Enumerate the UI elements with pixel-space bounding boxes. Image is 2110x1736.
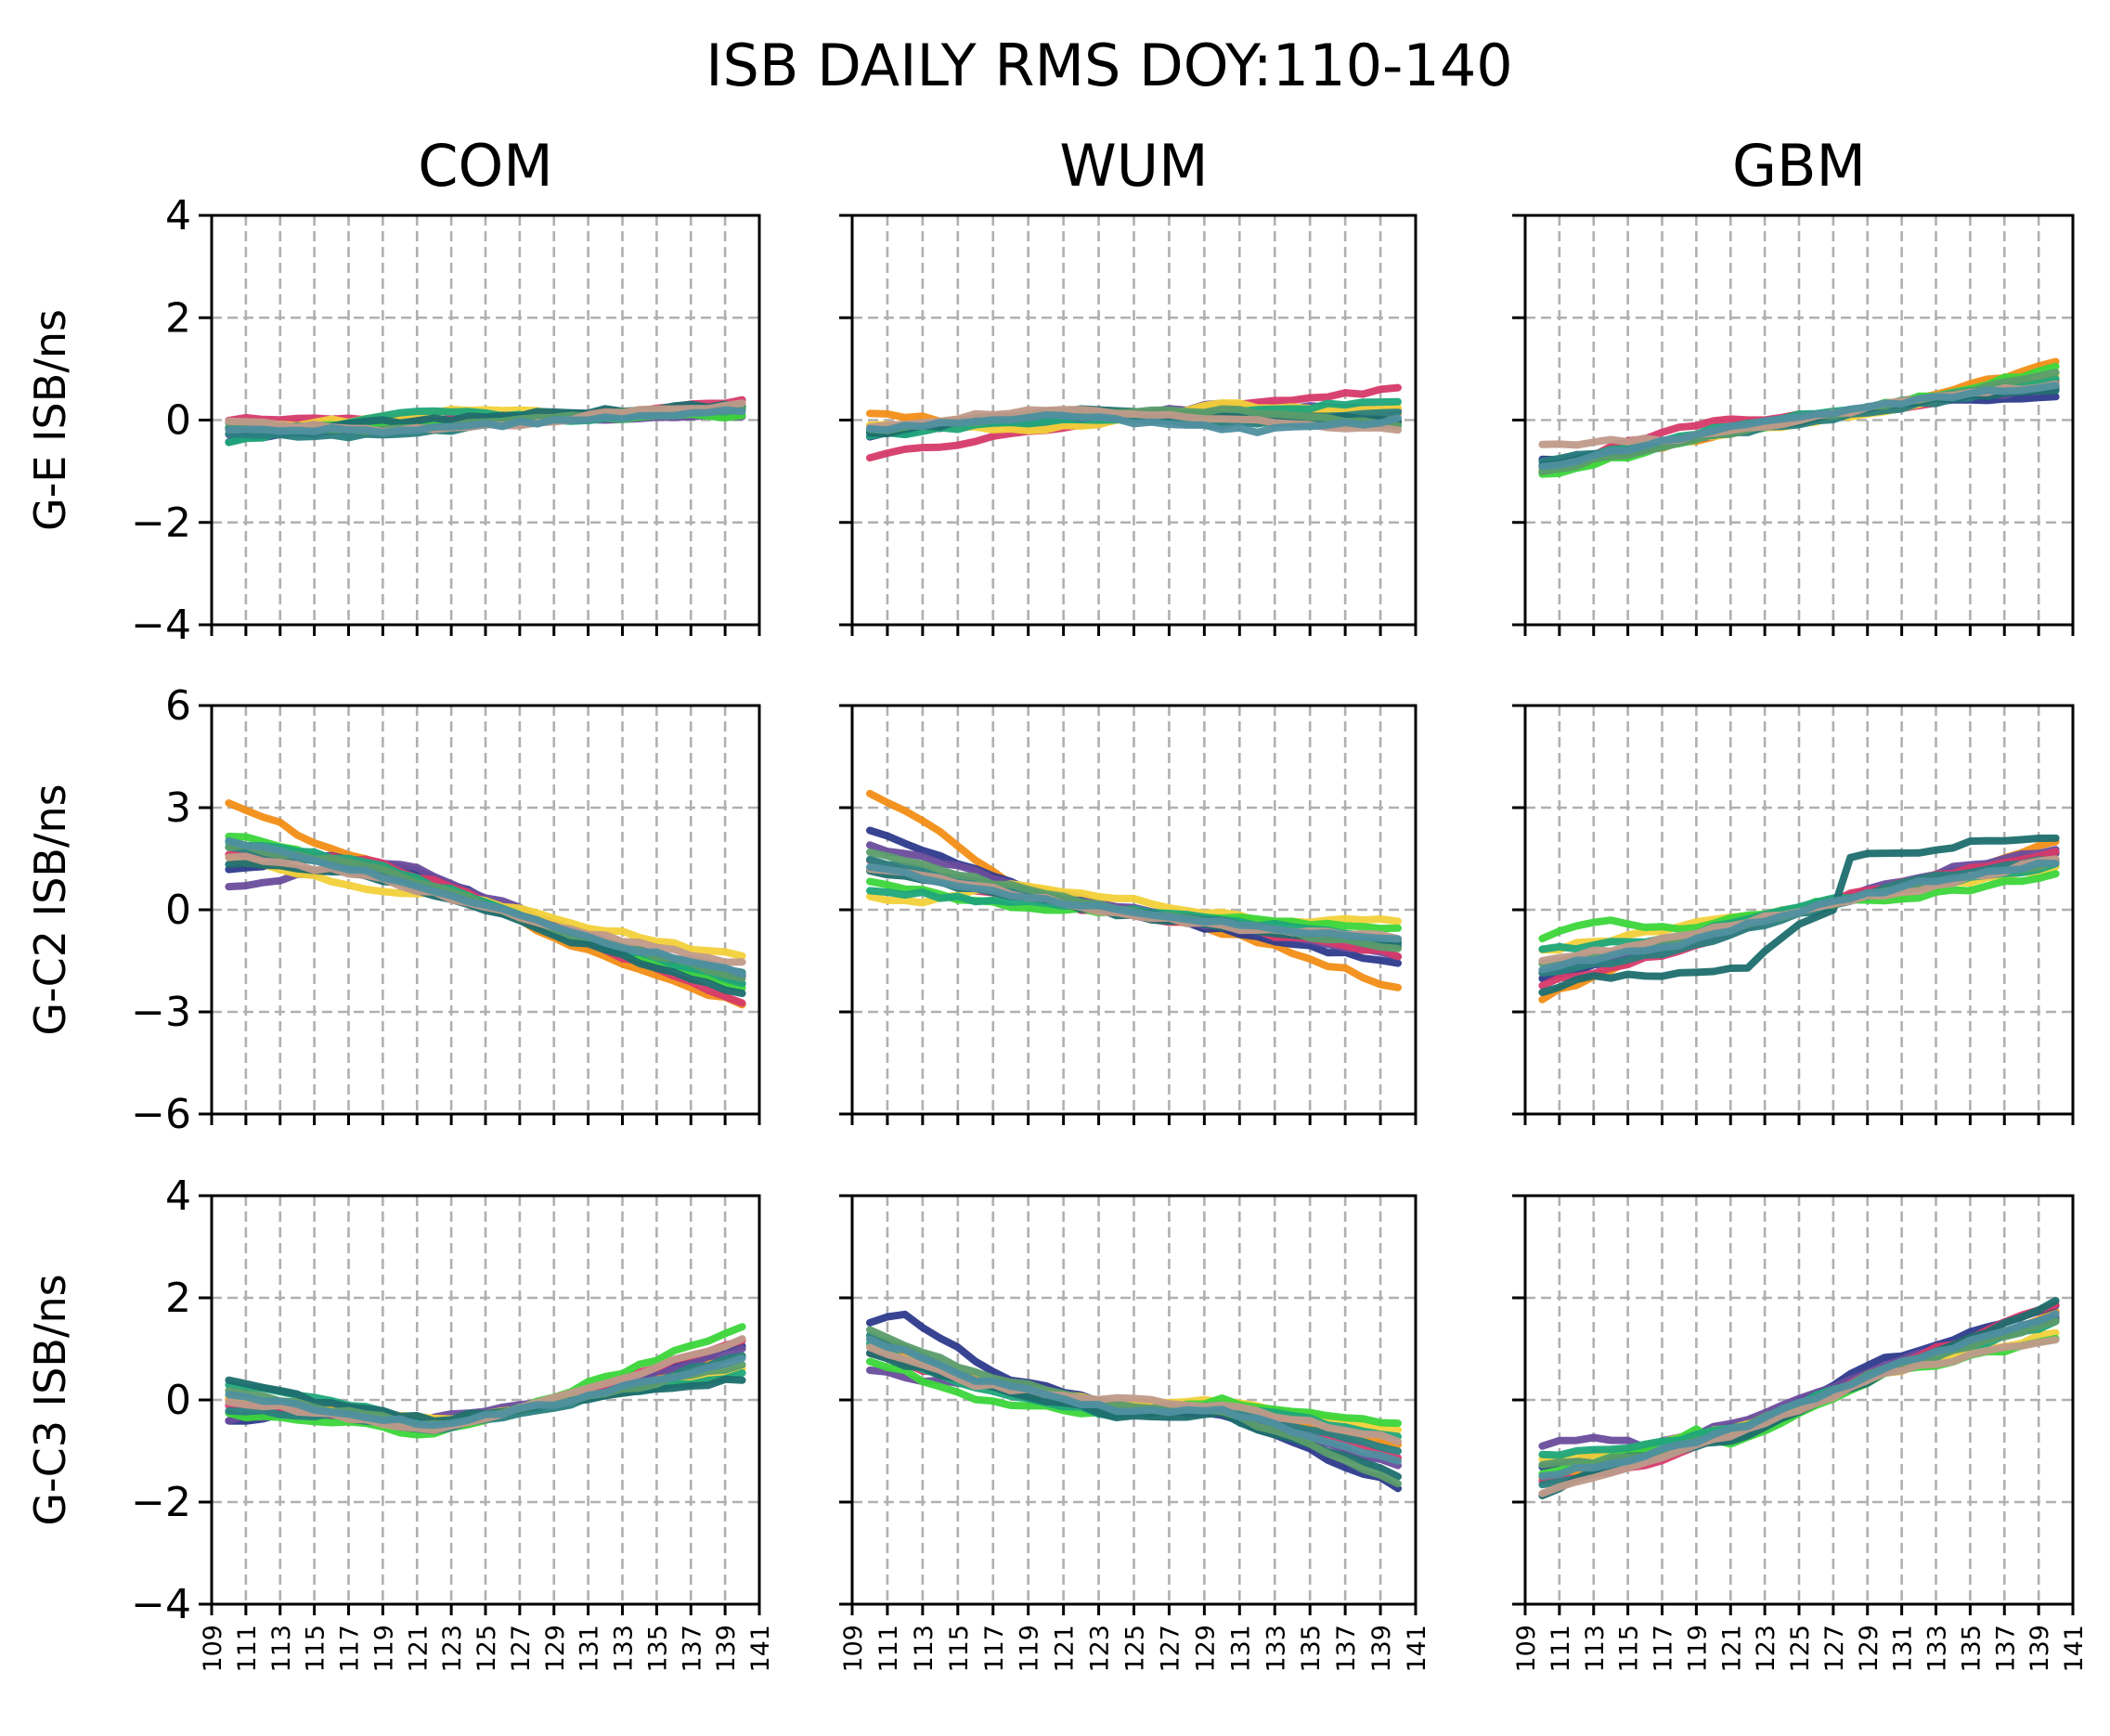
row-ylabel-3: G-C3 ISB/ns [25,1274,75,1525]
x-tick-label: 137 [678,1625,706,1673]
x-tick-label: 135 [1957,1625,1986,1673]
x-tick-label: 135 [1297,1625,1326,1673]
y-tick-label: 4 [165,192,191,240]
panel-com-row1: 4 2 0 −2 −4 [131,192,761,649]
x-tick-label: 141 [1403,1625,1431,1673]
x-tick-label: 131 [576,1625,604,1673]
x-tick-label: 123 [438,1625,467,1673]
x-tick-label: 123 [1752,1625,1780,1673]
x-tick-label: 111 [233,1625,262,1673]
x-tick-label: 117 [336,1625,365,1673]
panel-com-row3: 4 2 0 −2 −4 109 111 113 115 117 119 121 123 125 127 129… [131,1172,775,1673]
x-tick-label: 111 [1547,1625,1575,1673]
x-tick-label: 125 [1786,1625,1815,1673]
series-line-com-r2-s12 [225,836,746,978]
x-tick-label: 139 [1367,1625,1396,1673]
x-tick-label: 117 [1650,1625,1678,1673]
x-tick-label: 133 [1923,1625,1952,1673]
x-tick-label: 127 [1820,1625,1849,1673]
x-tick-label: 109 [199,1625,227,1673]
series-line-wum-r3-s11 [866,1343,1402,1445]
series-line-wum-r3-s10 [866,1326,1402,1488]
series-line-gbm-r2-s9 [1538,834,2060,996]
x-tick-label: 141 [746,1625,775,1673]
panel-gbm-row2 [1512,704,2075,1125]
y-tick-label: −4 [131,1581,191,1628]
x-tick-label: 137 [1332,1625,1361,1673]
x-tick-label: 113 [267,1625,296,1673]
y-tick-label: 0 [165,1377,191,1424]
x-tick-label: 139 [2026,1625,2054,1673]
y-tick-label: −3 [131,989,191,1036]
x-tick-label: 109 [839,1625,868,1673]
series-line-wum-r3-s12 [866,1335,1402,1465]
x-tick-label: 141 [2060,1625,2089,1673]
row-ylabel-1: G-E ISB/ns [25,309,75,531]
y-tick-label: −6 [131,1091,191,1138]
x-tick-label: 119 [1016,1625,1044,1673]
series-line-com-r1-s12 [225,406,746,436]
x-tick-label: 129 [541,1625,570,1673]
series-line-gbm-r2-s12 [1538,859,2060,974]
panel-gbm-row1 [1512,214,2075,636]
y-tick-label: 0 [165,397,191,445]
x-tick-label: 137 [1991,1625,2020,1673]
y-tick-label: −2 [131,1479,191,1526]
x-tick-label: 115 [302,1625,330,1673]
column-title-com: COM [418,132,553,200]
y-tick-label: −2 [131,499,191,547]
y-tick-label: 6 [165,682,191,730]
figure-title: ISB DAILY RMS DOY:110-140 [705,32,1512,99]
panel-wum-row2 [839,704,1417,1125]
series-line-gbm-r3-s12 [1538,1310,2060,1481]
x-tick-label: 123 [1086,1625,1115,1673]
x-tick-label: 121 [404,1625,433,1673]
x-tick-label: 127 [507,1625,536,1673]
y-tick-label: −4 [131,602,191,649]
x-tick-label: 111 [874,1625,903,1673]
x-tick-label: 133 [610,1625,639,1673]
series-line-gbm-r1-s12 [1538,382,2060,471]
x-tick-label: 129 [1855,1625,1883,1673]
x-tick-label: 125 [1121,1625,1150,1673]
panel-gbm-row3: 109 111 113 115 117 119 121 123 125 127 129 131 133 1… [1512,1194,2089,1673]
series-line-wum-r1-s12 [866,410,1402,436]
x-tick-label: 121 [1717,1625,1746,1673]
y-tick-label: 2 [165,294,191,342]
x-tick-label: 119 [369,1625,398,1673]
series-line-com-r3-s12 [225,1354,746,1430]
x-tick-label: 133 [1262,1625,1290,1673]
panel-wum-row3: 109 111 113 115 117 119 121 123 125 127 129 131 133 1… [839,1194,1431,1673]
x-tick-label: 117 [980,1625,1009,1673]
x-tick-label: 131 [1889,1625,1918,1673]
panel-grid: COM WUM GBM G-E ISB/ns G-C2 ISB/ns G-C3 ISB/n… [25,132,2089,1673]
column-title-wum: WUM [1059,132,1208,200]
x-tick-label: 131 [1226,1625,1255,1673]
x-tick-label: 115 [945,1625,974,1673]
y-tick-label: 2 [165,1275,191,1322]
x-tick-label: 113 [1581,1625,1610,1673]
x-tick-label: 129 [1191,1625,1220,1673]
series-line-gbm-r3-s11 [1538,1336,2060,1497]
y-tick-label: 4 [165,1172,191,1220]
series-line-wum-r2-s12 [866,862,1402,943]
x-tick-label: 139 [712,1625,741,1673]
x-tick-label: 119 [1683,1625,1712,1673]
y-tick-label: 3 [165,784,191,832]
x-tick-label: 135 [643,1625,672,1673]
row-ylabel-2: G-C2 ISB/ns [25,784,75,1035]
panel-com-row2: 6 3 0 −3 −6 [131,682,761,1138]
x-tick-label: 109 [1512,1625,1541,1673]
x-tick-label: 113 [910,1625,938,1673]
column-title-gbm: GBM [1732,132,1866,200]
panel-wum-row1 [839,214,1417,636]
x-tick-label: 121 [1051,1625,1080,1673]
x-tick-label: 127 [1156,1625,1184,1673]
x-tick-label: 115 [1615,1625,1644,1673]
y-tick-label: 0 [165,887,191,934]
x-tick-label: 125 [472,1625,501,1673]
